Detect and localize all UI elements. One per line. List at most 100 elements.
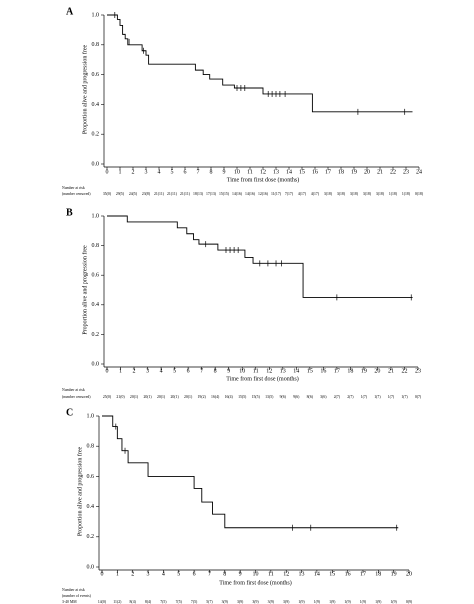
x-tick-label: 6: [193, 571, 196, 577]
y-tick-label: 0.6: [92, 273, 100, 279]
x-tick-label: 14: [314, 571, 320, 577]
risk-count: 3(18): [376, 192, 385, 196]
survival-curve: [107, 14, 413, 113]
x-tick-label: 8: [210, 169, 213, 175]
x-tick-label: 8: [214, 368, 217, 374]
risk-count: 24(5): [129, 192, 138, 196]
risk-count: 7(17): [285, 192, 294, 196]
risk-count: 1(7): [374, 395, 381, 399]
risk-count: 3(9): [268, 600, 275, 604]
risk-count: 8(4): [130, 600, 137, 604]
risk-count: 1(9): [329, 600, 336, 604]
x-tick-label: 21: [377, 169, 383, 175]
x-tick-label: 2: [132, 169, 135, 175]
x-tick-label: 6: [184, 169, 187, 175]
panel-label: C: [66, 407, 73, 418]
risk-count: 1(9): [360, 600, 367, 604]
risk-count: 1(7): [361, 395, 368, 399]
risk-count: 2(7): [347, 395, 354, 399]
x-tick-label: 20: [374, 368, 380, 374]
x-tick-label: 16: [312, 169, 318, 175]
y-tick-label: 0.6: [92, 72, 100, 78]
risk-count: 3(9): [252, 600, 259, 604]
risk-count: 14(16): [232, 192, 243, 196]
risk-count: 0(9): [406, 600, 413, 604]
x-tick-label: 14: [286, 169, 292, 175]
x-tick-label: 23: [403, 169, 409, 175]
risk-count: 18(13): [193, 192, 204, 196]
y-axis-label: Proportion alive and progression free: [76, 447, 83, 537]
x-tick-label: 4: [162, 571, 165, 577]
x-tick-label: 2: [131, 571, 134, 577]
y-axis-label: Proportion alive and progression free: [81, 245, 88, 335]
x-tick-label: 18: [375, 571, 381, 577]
x-tick-label: 5: [173, 368, 176, 374]
risk-count: 1(9): [344, 600, 351, 604]
x-axis-label: Time from first dose (months): [226, 375, 298, 382]
x-tick-label: 16: [345, 571, 351, 577]
risk-count: 7(5): [191, 600, 198, 604]
risk-count: 1(9): [375, 600, 382, 604]
x-tick-label: 13: [273, 169, 279, 175]
x-tick-label: 12: [283, 571, 289, 577]
x-tick-label: 11: [268, 571, 274, 577]
risk-count: 11(17): [271, 192, 282, 196]
risk-count: 1(9): [390, 600, 397, 604]
y-tick-label: 0.8: [87, 444, 95, 450]
y-tick-label: 0.6: [87, 474, 95, 480]
risk-count: 1(9): [314, 600, 321, 604]
x-tick-label: 10: [253, 571, 259, 577]
risk-count: 3(18): [324, 192, 333, 196]
risk-count: 15(5): [238, 395, 247, 399]
risk-count: 3(9): [237, 600, 244, 604]
x-tick-label: 20: [406, 571, 412, 577]
risk-count: 9(6): [280, 395, 287, 399]
x-tick-label: 5: [177, 571, 180, 577]
x-tick-label: 12: [260, 169, 266, 175]
x-tick-label: 22: [401, 368, 407, 374]
x-tick-label: 19: [351, 169, 357, 175]
x-tick-label: 6: [187, 368, 190, 374]
y-tick-label: 0.8: [92, 42, 100, 48]
x-tick-label: 12: [266, 368, 272, 374]
risk-count: 23(8): [142, 192, 151, 196]
y-tick-label: 0.2: [92, 132, 100, 138]
x-tick-label: 1: [116, 571, 119, 577]
risk-count: 20(1): [184, 395, 193, 399]
x-tick-label: 17: [334, 368, 340, 374]
risk-count: 12(16): [258, 192, 269, 196]
x-tick-label: 11: [253, 368, 259, 374]
risk-count: 3(9): [283, 600, 290, 604]
risk-count: 3(9): [222, 600, 229, 604]
risk-count: 7(5): [160, 600, 167, 604]
risk-count: 1(9): [298, 600, 305, 604]
y-tick-label: 0.2: [87, 534, 95, 540]
risk-count: 5(7): [206, 600, 213, 604]
x-tick-label: 19: [391, 571, 397, 577]
risk-table-label: (number censored): [62, 192, 91, 196]
x-tick-label: 19: [361, 368, 367, 374]
x-tick-label: 15: [299, 169, 305, 175]
risk-count: 3(18): [337, 192, 346, 196]
x-tick-label: 1: [119, 169, 122, 175]
y-axis-label: Proportion alive and progression free: [81, 45, 88, 135]
x-tick-label: 11: [247, 169, 253, 175]
y-tick-label: 0.0: [92, 361, 100, 367]
risk-count: 11(2): [113, 600, 122, 604]
risk-count: 0(18): [415, 192, 424, 196]
risk-count: 16(4): [225, 395, 234, 399]
risk-count: 35(0): [103, 192, 112, 196]
x-tick-label: 13: [299, 571, 305, 577]
y-tick-label: 0.8: [92, 243, 100, 249]
risk-table-label: (number of events): [62, 594, 92, 598]
risk-count: 16(4): [211, 395, 220, 399]
x-tick-label: 24: [416, 169, 422, 175]
panel-label: A: [66, 6, 74, 17]
x-tick-label: 21: [388, 368, 394, 374]
survival-curve: [102, 415, 399, 529]
risk-count: 17(13): [206, 192, 217, 196]
x-tick-label: 7: [200, 368, 203, 374]
x-tick-label: 9: [227, 368, 230, 374]
y-tick-label: 0.4: [92, 102, 100, 108]
x-tick-label: 18: [347, 368, 353, 374]
